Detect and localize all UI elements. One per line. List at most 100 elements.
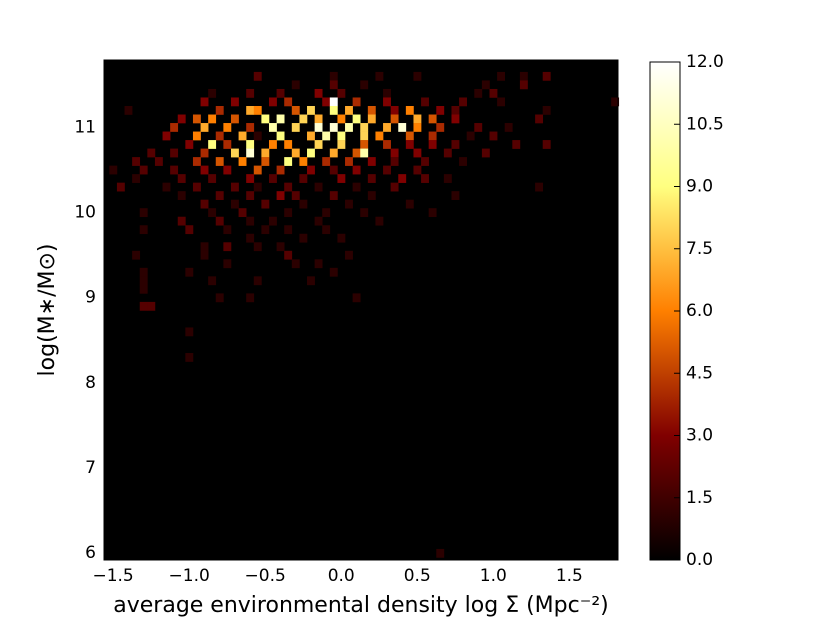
heat-cell	[185, 353, 194, 362]
x-tick-label: 0.5	[404, 566, 431, 586]
heat-cell	[352, 97, 361, 107]
heat-cell	[481, 148, 490, 158]
heat-cell	[192, 131, 201, 141]
heat-cell	[307, 131, 315, 141]
heat-cell	[314, 140, 323, 149]
plot-frame	[103, 59, 619, 561]
heat-cell	[307, 276, 315, 286]
heat-cell	[345, 105, 353, 115]
heat-cell	[337, 174, 346, 183]
heat-cell	[314, 114, 323, 124]
heat-cell	[459, 157, 467, 166]
y-tick-label: 9	[85, 288, 96, 308]
heat-cell	[497, 71, 506, 81]
heat-cell	[261, 199, 270, 209]
heat-cell	[253, 242, 262, 252]
heat-cell	[139, 284, 148, 294]
heat-cell	[200, 165, 209, 175]
heat-cell	[367, 105, 376, 115]
heat-cell	[398, 123, 407, 132]
heat-cell	[208, 174, 217, 183]
heat-cell	[230, 199, 239, 209]
heat-cell	[451, 140, 460, 149]
heat-cell	[276, 242, 285, 252]
heat-cell	[360, 123, 369, 132]
heat-cell	[390, 157, 399, 166]
heat-cell	[170, 148, 179, 158]
heat-cell	[291, 191, 300, 200]
colorbar-tick-label: 10.5	[686, 114, 724, 134]
heat-cell	[261, 148, 270, 158]
heat-cell	[360, 140, 369, 149]
y-tick-label: 7	[85, 458, 96, 478]
y-tick-label: 8	[85, 373, 96, 393]
heat-cell	[223, 165, 232, 175]
heat-cell	[170, 123, 179, 132]
heat-cell	[132, 157, 141, 166]
heat-cell	[246, 123, 255, 132]
heat-cell	[474, 88, 483, 98]
heat-cell	[329, 97, 338, 107]
heat-cell	[284, 157, 293, 166]
heat-cell	[367, 114, 376, 124]
heat-cell	[443, 174, 452, 183]
heat-cell	[413, 165, 422, 175]
heat-cell	[436, 548, 445, 558]
heat-cell	[428, 140, 437, 149]
heat-cell	[284, 208, 293, 218]
heat-cell	[360, 148, 369, 158]
y-axis-label: log(M∗/M⊙)	[35, 244, 60, 377]
x-tick-label: −1.0	[169, 566, 210, 586]
x-tick-label: −1.5	[92, 566, 133, 586]
heat-cell	[390, 105, 399, 115]
heat-cell	[345, 157, 353, 166]
colorbar-tick-label: 4.5	[686, 363, 713, 383]
heat-cell	[177, 174, 186, 183]
heat-cell	[268, 216, 277, 226]
heat-cell	[451, 114, 460, 124]
heat-cell	[139, 276, 148, 286]
heat-cell	[208, 114, 217, 124]
heat-cell	[413, 71, 422, 81]
heat-cell	[276, 88, 285, 98]
heat-cell	[284, 250, 293, 260]
heat-cell	[367, 191, 376, 200]
heat-cell	[329, 267, 338, 277]
heat-cell	[329, 148, 338, 158]
heat-cell	[512, 140, 521, 149]
heat-cell	[200, 148, 209, 158]
heat-cell	[413, 114, 422, 124]
heat-cell	[451, 191, 460, 200]
heat-cell	[489, 88, 498, 98]
heat-cell	[519, 71, 528, 81]
heat-cell	[345, 250, 353, 260]
y-tick-label: 6	[85, 543, 96, 563]
heat-cell	[329, 191, 338, 200]
heat-cell	[109, 165, 118, 175]
heat-cell	[413, 123, 422, 132]
heat-cell	[481, 80, 490, 90]
heat-cell	[352, 114, 361, 124]
heat-cell	[322, 131, 331, 141]
heat-cell	[383, 88, 391, 98]
x-tick-label: 0.0	[328, 566, 355, 586]
heat-cell	[390, 114, 399, 124]
heat-cell	[337, 131, 346, 141]
heat-cell	[337, 233, 346, 243]
heat-cell	[200, 242, 209, 252]
heat-cell	[405, 140, 414, 149]
heat-cell	[428, 131, 437, 141]
heat-cell	[405, 199, 414, 209]
heat-cell	[322, 208, 331, 218]
heat-cell	[208, 208, 217, 218]
heat-cell	[223, 225, 232, 235]
heat-cell	[542, 105, 551, 115]
heat-cell	[185, 140, 194, 149]
heat-cell	[208, 140, 217, 149]
heat-cell	[421, 97, 429, 107]
heat-cell	[238, 208, 247, 218]
heat-cell	[200, 123, 209, 132]
heat-cell	[154, 157, 163, 166]
heat-cell	[261, 114, 270, 124]
heat-cell	[185, 267, 194, 277]
